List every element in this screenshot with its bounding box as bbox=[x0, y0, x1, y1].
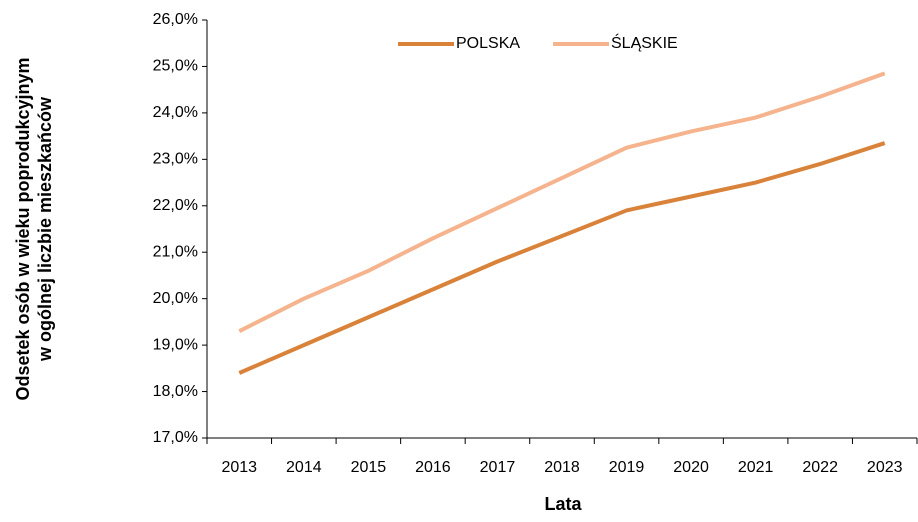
y-tick-label: 20,0% bbox=[153, 290, 198, 307]
y-tick-label: 21,0% bbox=[153, 243, 198, 260]
y-tick-label: 25,0% bbox=[153, 58, 198, 75]
x-tick-label: 2021 bbox=[738, 459, 774, 476]
y-axis-title-line: w ogólnej liczbie mieszkańców bbox=[35, 96, 55, 362]
y-tick-label: 22,0% bbox=[153, 197, 198, 214]
legend-label: POLSKA bbox=[456, 35, 520, 52]
x-axis-title: Lata bbox=[544, 494, 582, 514]
x-tick-label: 2018 bbox=[544, 459, 580, 476]
x-tick-label: 2020 bbox=[673, 459, 709, 476]
x-tick-label: 2022 bbox=[802, 459, 838, 476]
legend-label: ŚLĄSKIE bbox=[611, 33, 678, 52]
x-tick-label: 2016 bbox=[415, 459, 451, 476]
y-axis-title: Odsetek osób w wieku poprodukcyjnym w og… bbox=[13, 57, 55, 400]
series-line bbox=[238, 141, 886, 375]
x-tick-label: 2013 bbox=[221, 459, 257, 476]
y-tick-label: 17,0% bbox=[153, 429, 198, 446]
x-tick-label: 2023 bbox=[867, 459, 903, 476]
y-tick-label: 24,0% bbox=[153, 104, 198, 121]
y-axis-title-line: Odsetek osób w wieku poprodukcyjnym bbox=[13, 57, 33, 400]
x-tick-label: 2017 bbox=[480, 459, 516, 476]
y-tick-label: 23,0% bbox=[153, 151, 198, 168]
x-tick-label: 2019 bbox=[609, 459, 645, 476]
x-tick-label: 2015 bbox=[351, 459, 387, 476]
y-tick-label: 18,0% bbox=[153, 383, 198, 400]
series-line bbox=[238, 71, 886, 333]
y-tick-label: 19,0% bbox=[153, 336, 198, 353]
x-tick-label: 2014 bbox=[286, 459, 322, 476]
y-tick-label: 26,0% bbox=[153, 11, 198, 28]
